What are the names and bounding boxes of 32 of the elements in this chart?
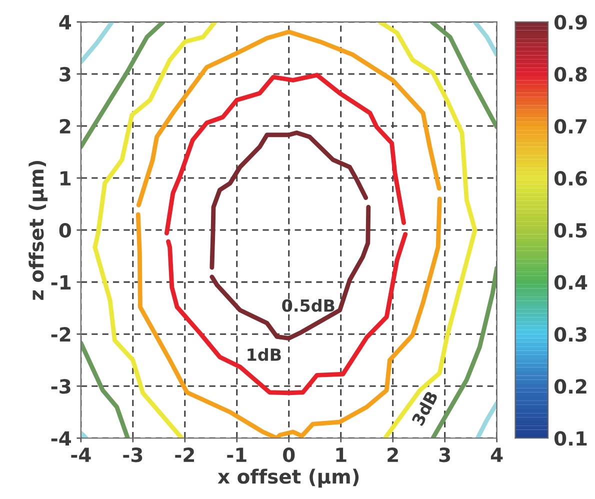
y-tick-label: 3 <box>60 66 70 82</box>
color-bar-label: 0.6 <box>554 170 587 186</box>
annotation: 1dB <box>248 348 281 361</box>
x-tick-label: -1 <box>227 448 246 462</box>
y-tick-label: 1 <box>60 171 71 186</box>
color-bar-label: 0.5 <box>554 222 587 238</box>
y-tick-label: -1 <box>51 275 71 290</box>
y-tick-label: 0 <box>59 222 71 238</box>
x-tick-label: -4 <box>71 448 91 462</box>
y-tick-label: -2 <box>51 327 70 342</box>
x-axis-title: x offset (µm) <box>218 468 359 488</box>
x-tick-label: 4 <box>490 448 503 462</box>
x-tick-label: 3 <box>439 447 450 462</box>
color-bar-label: 0.4 <box>554 275 588 290</box>
y-tick-label: -4 <box>51 431 71 446</box>
annotation: 0.5dB <box>282 298 334 312</box>
x-tick-label: 1 <box>336 448 346 462</box>
color-bar-label: 0.9 <box>554 14 587 30</box>
x-tick-label: -2 <box>175 447 194 462</box>
color-bar-label: 0.2 <box>554 379 586 394</box>
color-bar-label: 0.1 <box>554 431 587 446</box>
x-tick-label: 2 <box>388 447 398 462</box>
annotation: 3dB <box>411 390 438 426</box>
y-axis-title: z offset (µm) <box>28 160 48 300</box>
color-bar-label: 0.7 <box>554 118 586 134</box>
y-tick-label: 4 <box>59 15 71 30</box>
x-tick-label: 0 <box>283 447 295 462</box>
color-bar-label: 0.3 <box>554 327 586 342</box>
y-tick-label: -3 <box>51 379 70 394</box>
y-tick-label: 2 <box>60 118 70 134</box>
color-bar-label: 0.8 <box>554 66 587 82</box>
x-tick-label: -3 <box>123 447 142 462</box>
